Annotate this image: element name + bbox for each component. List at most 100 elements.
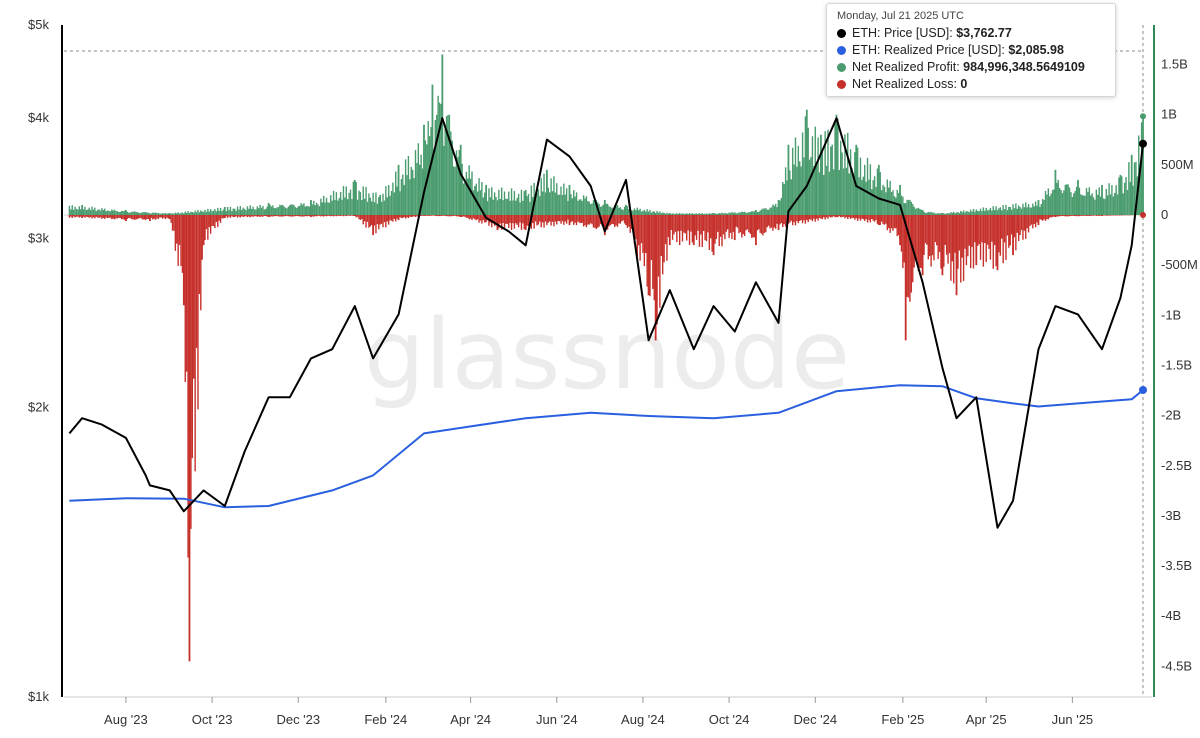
profit-bar bbox=[174, 212, 177, 215]
loss-bar bbox=[742, 215, 744, 235]
profit-bar bbox=[389, 195, 391, 215]
profit-bar bbox=[1122, 193, 1124, 215]
loss-bar bbox=[347, 215, 349, 216]
loss-bar bbox=[139, 215, 141, 219]
tooltip-profit-value: 984,996,348.5649109 bbox=[963, 60, 1085, 74]
loss-bar bbox=[235, 215, 237, 217]
loss-bar bbox=[591, 215, 593, 225]
profit-bar bbox=[363, 198, 366, 215]
loss-bar bbox=[880, 215, 883, 222]
profit-bar bbox=[540, 178, 542, 215]
loss-bar bbox=[974, 215, 976, 243]
loss-bar bbox=[724, 215, 726, 240]
loss-bar bbox=[479, 215, 482, 221]
profit-bar bbox=[694, 213, 696, 215]
profit-bar bbox=[791, 147, 794, 215]
profit-bar bbox=[376, 203, 379, 215]
loss-bar bbox=[80, 215, 82, 217]
loss-bar bbox=[972, 215, 975, 269]
loss-bar bbox=[88, 215, 90, 218]
loss-bar bbox=[1005, 215, 1007, 260]
loss-bar bbox=[938, 215, 941, 252]
profit-bar bbox=[1082, 195, 1085, 215]
profit-bar bbox=[953, 211, 955, 215]
profit-bar bbox=[387, 185, 390, 215]
profit-bar bbox=[811, 136, 814, 215]
profit-bar bbox=[358, 190, 360, 215]
profit-bar bbox=[1088, 187, 1091, 215]
loss-bar bbox=[444, 215, 446, 216]
profit-bar bbox=[208, 211, 210, 215]
loss-bar bbox=[801, 215, 804, 224]
loss-bar bbox=[174, 215, 177, 251]
loss-bar bbox=[193, 215, 195, 379]
loss-bar bbox=[618, 215, 620, 224]
profit-bar bbox=[420, 154, 422, 215]
profit-bar bbox=[153, 212, 155, 215]
loss-bar bbox=[517, 215, 520, 228]
loss-spike-bar bbox=[625, 215, 627, 226]
profit-bar bbox=[916, 208, 918, 215]
loss-bar bbox=[106, 215, 109, 218]
loss-bar bbox=[875, 215, 877, 221]
loss-bar bbox=[715, 215, 718, 239]
profit-bar bbox=[506, 198, 509, 215]
loss-bar bbox=[260, 215, 263, 217]
loss-bar bbox=[409, 215, 411, 217]
loss-bar bbox=[882, 215, 884, 225]
profit-spike-bar bbox=[441, 54, 444, 215]
profit-bar bbox=[841, 152, 843, 215]
loss-bar bbox=[94, 215, 96, 219]
profit-bar bbox=[906, 199, 908, 215]
profit-bar bbox=[393, 192, 396, 215]
profit-bar bbox=[317, 204, 319, 215]
profit-bar bbox=[595, 200, 598, 215]
loss-bar bbox=[943, 215, 945, 267]
loss-bar bbox=[190, 215, 192, 529]
left-tick-label: $1k bbox=[28, 689, 49, 704]
loss-bar bbox=[639, 215, 641, 261]
profit-bar bbox=[427, 121, 429, 215]
loss-bar bbox=[613, 215, 616, 228]
loss-bar bbox=[133, 215, 136, 220]
profit-bar bbox=[277, 207, 280, 215]
loss-bar bbox=[557, 215, 559, 222]
loss-bar bbox=[821, 215, 824, 220]
profit-bar bbox=[491, 187, 493, 215]
loss-bar bbox=[95, 215, 97, 217]
profit-bar bbox=[784, 167, 787, 215]
loss-bar bbox=[551, 215, 554, 222]
profit-bar bbox=[481, 182, 483, 215]
profit-bar bbox=[1017, 205, 1020, 215]
loss-bar bbox=[1020, 215, 1023, 231]
profit-bar bbox=[702, 214, 705, 215]
profit-bar bbox=[1092, 197, 1095, 215]
loss-bar bbox=[885, 215, 887, 224]
loss-bar bbox=[707, 215, 709, 233]
profit-bar bbox=[70, 209, 72, 215]
loss-bar bbox=[513, 215, 516, 229]
profit-bar bbox=[667, 213, 670, 215]
loss-bar bbox=[691, 215, 694, 243]
loss-bar bbox=[420, 215, 422, 217]
loss-spike-bar bbox=[182, 215, 185, 306]
profit-bar bbox=[999, 207, 1002, 215]
profit-bar bbox=[452, 166, 455, 215]
profit-bar bbox=[825, 165, 828, 215]
loss-bar bbox=[808, 215, 811, 220]
loss-bar bbox=[352, 215, 355, 216]
profit-bar bbox=[951, 212, 953, 215]
profit-bar bbox=[1074, 190, 1076, 215]
profit-bar bbox=[1099, 196, 1102, 215]
profit-bar bbox=[68, 205, 71, 215]
profit-bar bbox=[488, 188, 490, 215]
profit-bar bbox=[851, 167, 853, 215]
watermark-text: glassnode bbox=[364, 299, 850, 411]
loss-bar bbox=[666, 215, 668, 261]
loss-bar bbox=[923, 215, 925, 255]
loss-bar bbox=[214, 215, 216, 229]
profit-bar bbox=[557, 194, 559, 215]
loss-bar bbox=[840, 215, 842, 218]
profit-bar bbox=[967, 211, 969, 215]
